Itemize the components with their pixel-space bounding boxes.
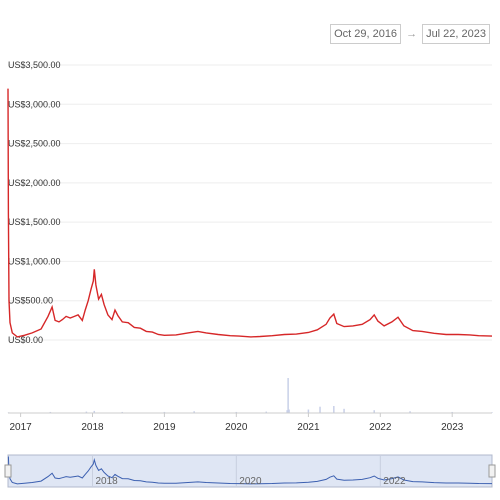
x-tick-label: 2017 (9, 422, 32, 433)
volume-bar (319, 406, 321, 413)
navigator-ticks: 2018 2020 2022 (96, 476, 406, 487)
range-navigator[interactable]: 2018 2020 2022 (4, 454, 496, 488)
volume-bar (307, 409, 310, 413)
y-tick-label: US$500.00 (8, 296, 53, 306)
navigator-left-handle[interactable] (4, 464, 12, 478)
navigator-gridlines (92, 455, 381, 487)
range-end-input[interactable]: Jul 22, 2023 (422, 24, 490, 44)
range-arrow-icon: → (406, 28, 418, 40)
navigator-right-handle[interactable] (488, 464, 496, 478)
y-tick-label: US$3,500.00 (8, 60, 61, 70)
x-tick-label: 2021 (297, 422, 320, 433)
navigator-tick-label: 2022 (383, 476, 406, 487)
y-tick-label: US$2,000.00 (8, 178, 61, 188)
volume-bar (193, 411, 195, 413)
volume-bar (333, 406, 335, 413)
x-tick-label: 2020 (225, 422, 248, 433)
navigator-series-line (7, 456, 493, 485)
x-tick-label: 2018 (81, 422, 104, 433)
x-axis-ticks: 2017 2018 2019 2020 2021 2022 2023 (9, 413, 464, 433)
gridlines (8, 64, 492, 341)
volume-bar (49, 411, 52, 413)
x-tick-label: 2022 (369, 422, 392, 433)
volume-bar (265, 411, 268, 413)
volume-bar (286, 410, 288, 413)
volume-bar (85, 411, 88, 413)
volume-bar (288, 409, 290, 413)
volume-bar (287, 378, 289, 413)
y-axis-ticks: US$0.00 US$500.00 US$1,000.00 US$1,500.00 US… (8, 60, 61, 345)
y-tick-label: US$0.00 (8, 335, 43, 345)
volume-bar (343, 408, 345, 413)
volume-bar (93, 410, 96, 413)
volume-bar (373, 410, 375, 413)
volume-bar (163, 411, 166, 413)
navigator-tick-label: 2020 (239, 476, 262, 487)
volume-bars (7, 378, 493, 413)
range-start-input[interactable]: Oct 29, 2016 (330, 24, 402, 44)
x-tick-label: 2023 (441, 422, 464, 433)
x-tick-label: 2019 (153, 422, 176, 433)
date-range-selector: Oct 29, 2016 → Jul 22, 2023 (330, 24, 490, 44)
y-tick-label: US$1,000.00 (8, 256, 61, 266)
y-tick-label: US$3,000.00 (8, 99, 61, 109)
volume-bar (121, 411, 124, 413)
volume-bar (235, 411, 238, 413)
price-series-line (7, 88, 493, 338)
volume-bar (451, 411, 453, 413)
volume-bar (409, 411, 411, 413)
y-tick-label: US$1,500.00 (8, 217, 61, 227)
navigator-tick-label: 2018 (96, 476, 119, 487)
y-tick-label: US$2,500.00 (8, 139, 61, 149)
